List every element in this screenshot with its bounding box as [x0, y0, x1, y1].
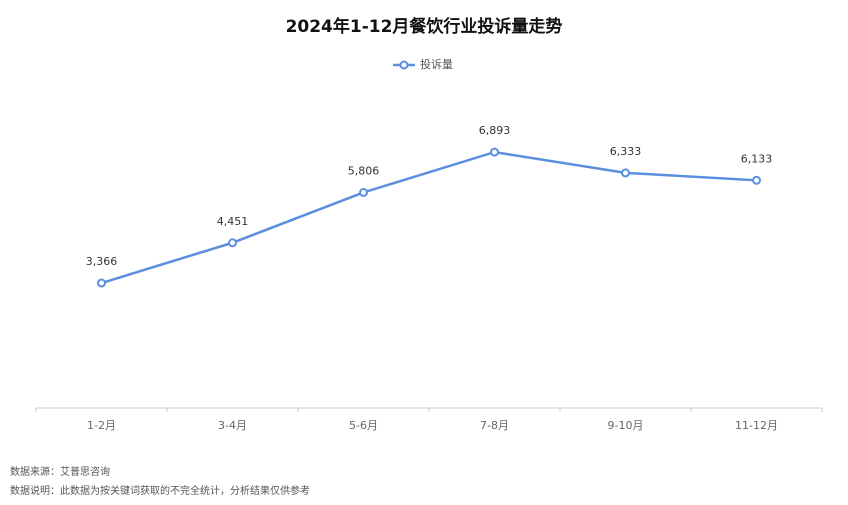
point: [621, 168, 630, 178]
x-tick-label: 1-2月: [87, 419, 116, 432]
legend-marker: [399, 60, 409, 70]
footer-note: 数据说明：此数据为按关键词获取的不完全统计，分析结果仅供参考: [10, 484, 310, 497]
value-label: 5,806: [348, 164, 380, 177]
legend-label: 投诉量: [420, 57, 453, 71]
value-label: 6,333: [610, 145, 642, 158]
footer-source: 数据来源：艾普思咨询: [10, 465, 110, 478]
x-tick-label: 9-10月: [608, 419, 644, 432]
x-tick-label: 11-12月: [735, 419, 778, 432]
value-label: 4,451: [217, 215, 249, 228]
point: [97, 278, 106, 288]
point: [752, 175, 761, 185]
x-tick-label: 7-8月: [480, 419, 509, 432]
series-line: [101, 150, 757, 285]
x-tick-label: 3-4月: [218, 419, 247, 432]
point: [490, 147, 499, 157]
x-tick-label: 5-6月: [349, 419, 378, 432]
value-label: 6,133: [741, 152, 773, 165]
point: [359, 187, 368, 197]
point: [228, 238, 237, 248]
value-label: 3,366: [86, 255, 118, 268]
value-label: 6,893: [479, 124, 511, 137]
chart-title: 2024年1-12月餐饮行业投诉量走势: [286, 16, 563, 37]
